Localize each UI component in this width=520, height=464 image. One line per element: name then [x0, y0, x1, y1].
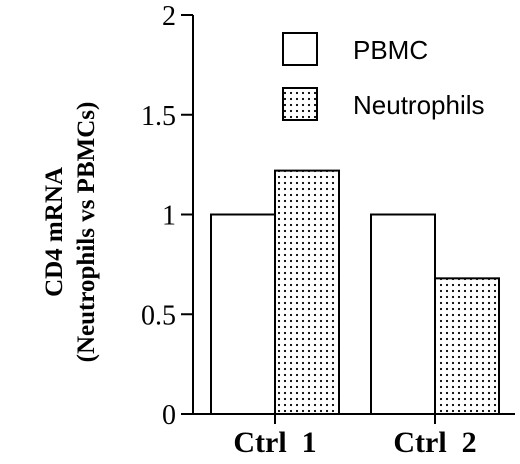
legend-label-neutrophils: Neutrophils [353, 90, 485, 120]
x-category-label: Ctrl 1 [233, 426, 316, 459]
y-axis-title-line-2: (Neutrophils vs PBMCs) [73, 102, 100, 363]
bar-pbmc-2 [370, 213, 436, 415]
y-tick-label: 2 [162, 1, 176, 32]
bar-pbmc-1 [210, 213, 276, 415]
legend-swatch-pbmc [282, 32, 318, 66]
y-tick-label: 1.5 [141, 101, 176, 132]
x-category-label: Ctrl 2 [393, 426, 476, 459]
legend: PBMC Neutrophils [282, 32, 485, 121]
legend-label-pbmc: PBMC [353, 35, 428, 65]
y-axis-title: CD4 mRNA (Neutrophils vs PBMCs) [41, 102, 100, 363]
bar-neutrophils-1 [274, 169, 340, 415]
y-axis-title-line-1: CD4 mRNA [41, 167, 68, 297]
y-tick-label: 1 [162, 201, 176, 232]
y-tick-label: 0.5 [141, 300, 176, 331]
bar-neutrophils-2 [434, 277, 500, 415]
plot-area: 0 0.5 1 1.5 2 Ctrl 1 Ctrl 2 [141, 1, 515, 459]
y-tick-label: 0 [162, 400, 176, 431]
legend-swatch-neutrophils [282, 87, 318, 121]
